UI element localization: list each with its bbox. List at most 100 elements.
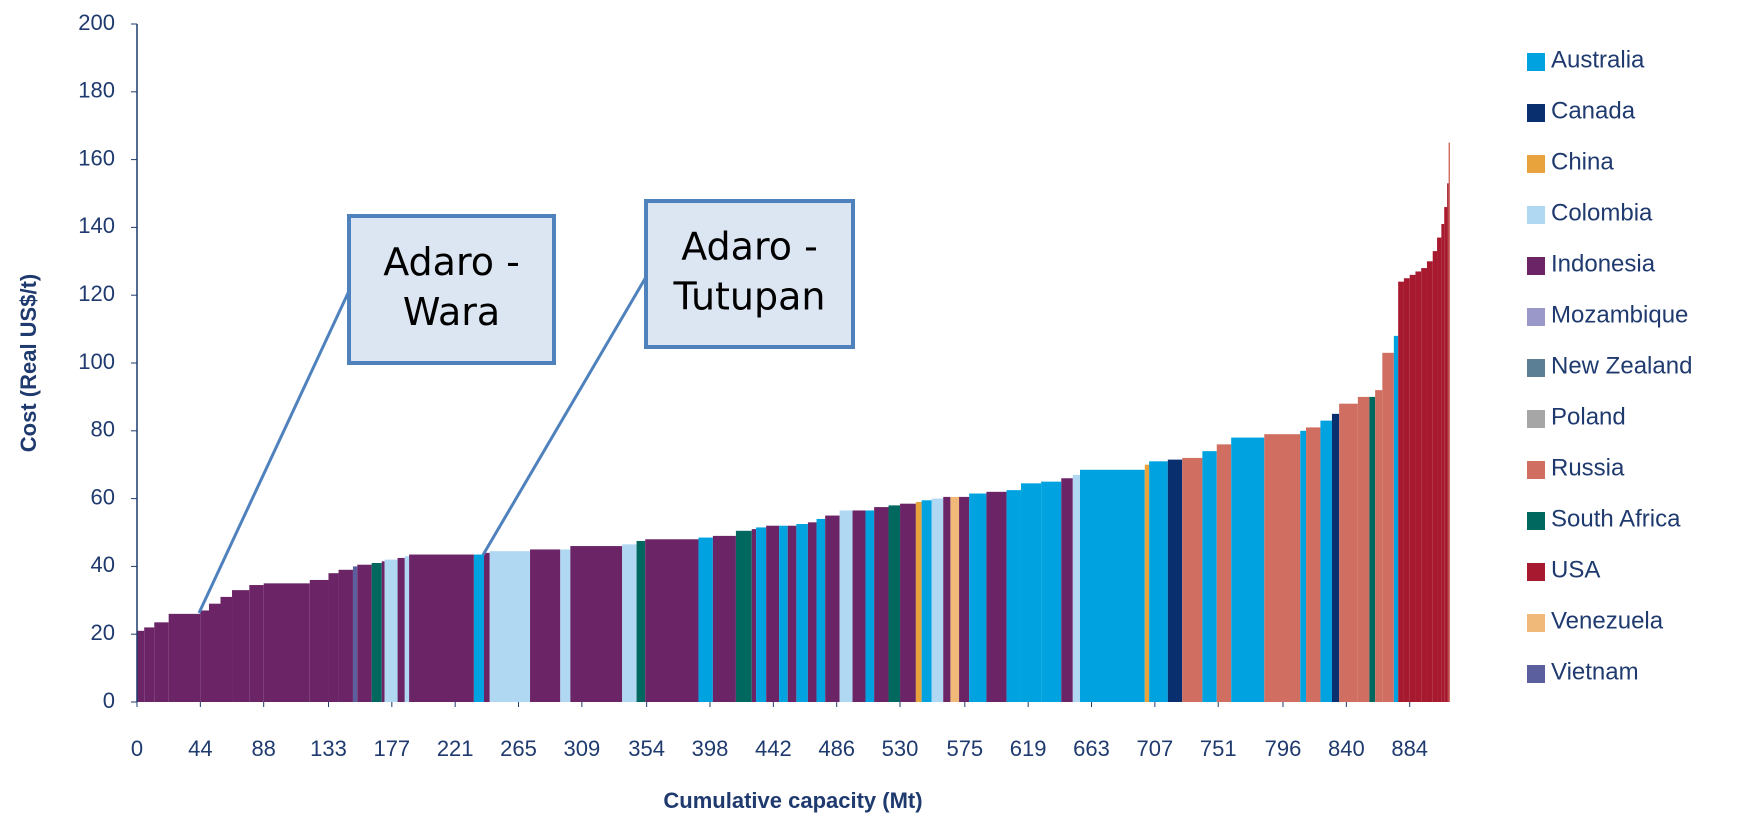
segment-bar	[384, 559, 398, 702]
segment-bar	[1216, 444, 1232, 702]
callout-text: Adaro -	[383, 240, 520, 284]
segment-bar	[874, 507, 889, 702]
segment-bar	[309, 579, 329, 702]
callout-box	[347, 214, 556, 365]
segment-bar	[735, 530, 752, 702]
segment-bar	[645, 539, 699, 702]
segment-bar	[1382, 352, 1394, 702]
segment-bar	[409, 554, 474, 702]
segment-bar	[1300, 430, 1307, 702]
segment-bar	[931, 498, 944, 702]
segment-bar	[483, 552, 490, 702]
legend-swatch	[1527, 155, 1545, 173]
segment-bar	[200, 610, 209, 702]
segment-bar	[1202, 451, 1217, 702]
segment-bar	[796, 524, 808, 702]
segment-bar	[698, 537, 713, 702]
x-tick-label: 486	[818, 736, 855, 761]
segment-bar	[1357, 396, 1370, 702]
y-tick-label: 80	[91, 417, 115, 442]
legend-label: New Zealand	[1551, 352, 1692, 379]
segment-bar	[807, 522, 817, 702]
y-tick-label: 140	[78, 213, 115, 238]
segment-bar	[208, 603, 221, 702]
y-tick-label: 60	[91, 484, 115, 509]
x-tick-label: 133	[310, 736, 347, 761]
x-tick-label: 265	[500, 736, 537, 761]
legend-swatch	[1527, 410, 1545, 428]
x-tick-label: 309	[564, 736, 601, 761]
callout-text: Adaro -	[681, 225, 818, 269]
x-tick-label: 530	[882, 736, 919, 761]
x-tick-label: 796	[1265, 736, 1302, 761]
legend-swatch	[1527, 614, 1545, 632]
x-tick-label: 88	[251, 736, 275, 761]
legend-label: Mozambique	[1551, 301, 1688, 328]
legend-label: Russia	[1551, 454, 1625, 481]
segment-bar	[1432, 251, 1438, 702]
segment-bar	[959, 496, 970, 702]
segment-bar	[852, 510, 866, 702]
x-tick-label: 619	[1010, 736, 1047, 761]
x-tick-label: 221	[437, 736, 474, 761]
callout-box	[644, 199, 855, 349]
x-tick-label: 398	[692, 736, 729, 761]
segment-bar	[1398, 281, 1404, 702]
y-tick-label: 0	[103, 688, 115, 713]
segment-bar	[636, 540, 646, 702]
legend-swatch	[1527, 308, 1545, 326]
segment-bar	[489, 551, 531, 702]
legend-swatch	[1527, 512, 1545, 530]
segment-bar	[816, 518, 826, 702]
segment-bar	[232, 590, 250, 702]
segment-bar	[1079, 469, 1145, 702]
y-tick-label: 200	[78, 10, 115, 35]
segment-bar	[1369, 396, 1376, 702]
segment-bar	[1331, 413, 1340, 702]
legend-swatch	[1527, 53, 1545, 71]
segment-bar	[352, 566, 358, 702]
legend-swatch	[1527, 665, 1545, 683]
y-axis-title: Cost (Real US$/t)	[16, 274, 41, 452]
segment-bar	[915, 501, 922, 702]
legend-swatch	[1527, 104, 1545, 122]
x-tick-label: 840	[1328, 736, 1365, 761]
legend-label: Venezuela	[1551, 607, 1664, 634]
segment-bar	[357, 564, 372, 702]
legend-label: USA	[1551, 556, 1600, 583]
legend-label: Poland	[1551, 403, 1626, 430]
segment-bar	[888, 505, 901, 702]
y-tick-label: 180	[78, 78, 115, 103]
legend-label: Indonesia	[1551, 250, 1656, 277]
legend-label: Australia	[1551, 46, 1645, 73]
segment-bar	[560, 549, 571, 702]
segment-bar	[1320, 420, 1332, 702]
segment-bar	[865, 510, 875, 702]
segment-bar	[712, 535, 736, 702]
segment-bar	[328, 573, 339, 702]
segment-bar	[371, 563, 382, 702]
x-tick-label: 707	[1137, 736, 1174, 761]
segment-bar	[404, 556, 410, 702]
segment-bar	[1006, 490, 1021, 702]
segment-bar	[766, 525, 780, 702]
y-tick-label: 100	[78, 349, 115, 374]
y-tick-label: 20	[91, 620, 115, 645]
segment-bar	[1041, 481, 1062, 702]
legend-swatch	[1527, 206, 1545, 224]
legend-swatch	[1527, 563, 1545, 581]
segment-bar	[1167, 459, 1183, 702]
segment-bar	[839, 510, 853, 702]
callout-pointer	[197, 290, 351, 614]
segment-bar	[1182, 457, 1203, 702]
segment-bar	[1421, 268, 1427, 702]
segment-bar	[1444, 207, 1448, 702]
segment-bar	[154, 622, 169, 702]
segment-bar	[756, 527, 767, 702]
segment-bar	[969, 493, 987, 702]
segment-bar	[1306, 427, 1321, 702]
legend-swatch	[1527, 359, 1545, 377]
callout-text: Wara	[403, 290, 500, 334]
callout-pointer	[481, 276, 648, 556]
segment-bar	[921, 500, 932, 702]
